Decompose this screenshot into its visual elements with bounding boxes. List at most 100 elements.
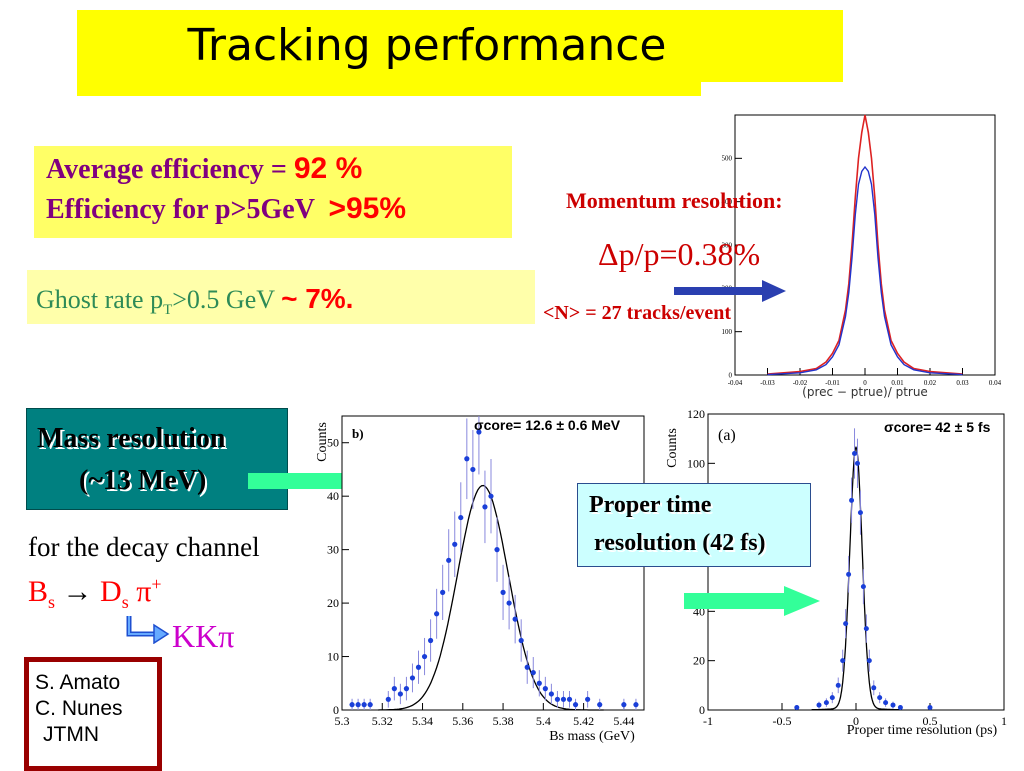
bs-mass-y-tick-label: 0 xyxy=(333,703,339,717)
momentum-resolution-value: Δp/p=0.38% xyxy=(598,236,761,272)
momentum-y-tick-label: 500 xyxy=(722,155,733,163)
bs-mass-y-tick-label: 30 xyxy=(327,543,339,557)
bs-mass-x-label: Bs mass (GeV) xyxy=(549,729,635,744)
momentum-x-tick-label: 0 xyxy=(863,379,867,387)
proper-time-point xyxy=(843,621,849,627)
proper-time-point xyxy=(816,702,822,708)
bs-mass-annotation: σcore= 12.6 ± 0.6 MeV xyxy=(474,417,621,433)
bs-mass-x-tick-label: 5.32 xyxy=(372,714,393,728)
bs-mass-x-tick-label: 5.4 xyxy=(536,714,551,728)
bs-mass-point xyxy=(482,504,488,510)
momentum-x-tick-label: 0.03 xyxy=(956,379,969,387)
mass-resolution-line-1: Mass resolution xyxy=(37,423,226,454)
bs-mass-point xyxy=(536,680,542,686)
bs-mass-point xyxy=(349,702,355,708)
proper-time-arrow xyxy=(684,586,820,616)
bs-mass-y-tick-label: 50 xyxy=(327,436,339,450)
bs-mass-point xyxy=(397,691,403,697)
bs-mass-x-tick-label: 5.34 xyxy=(412,714,433,728)
bs-mass-x-tick-label: 5.44 xyxy=(613,714,634,728)
bs-mass-points xyxy=(349,416,639,711)
proper-time-point xyxy=(823,700,829,706)
decay-formula: Bs → Ds π+ xyxy=(28,574,162,613)
bs-mass-point xyxy=(440,589,446,595)
proper-time-point xyxy=(860,584,866,590)
kkpi-label: KKπ xyxy=(172,618,235,654)
proper-time-panel-label: (a) xyxy=(718,427,736,444)
momentum-series-line xyxy=(767,114,963,375)
decay-channel-label: for the decay channel xyxy=(28,532,260,562)
bs-mass-point xyxy=(464,456,470,462)
bs-symbol: B xyxy=(28,575,49,608)
bs-mass-point xyxy=(512,616,518,622)
ghost-rate-subscript: T xyxy=(163,302,173,319)
momentum-y-tick-label: 100 xyxy=(722,328,733,336)
bs-mass-point xyxy=(403,686,410,692)
bs-mass-y-label: Counts xyxy=(315,422,330,462)
momentum-x-tick-label: -0.01 xyxy=(825,379,840,387)
proper-time-point xyxy=(877,695,883,701)
proper-time-point xyxy=(883,700,889,706)
momentum-x-tick-label: -0.03 xyxy=(760,379,775,387)
bs-mass-point xyxy=(554,696,561,702)
ds-subscript: s xyxy=(121,592,129,612)
momentum-plot-frame xyxy=(734,114,996,376)
proper-time-x-axis: -1 -0.5 0 0.5 1 xyxy=(703,703,1007,728)
momentum-x-axis: -0.04 -0.03 -0.02 -0.01 0 0.01 0.02 0.03 0.04 xyxy=(728,368,1002,387)
ghost-rate-line: Ghost rate pT>0.5 GeV ~ 7%. xyxy=(36,283,353,319)
momentum-y-tick-label: 0 xyxy=(729,371,733,379)
ghost-rate-box xyxy=(27,270,535,324)
momentum-series-line xyxy=(767,165,963,376)
author-3: JTMN xyxy=(43,723,99,746)
proper-time-annotation: σcore= 42 ± 5 fs xyxy=(884,419,991,435)
proper-time-line-1: Proper time xyxy=(589,492,712,518)
bs-mass-point xyxy=(355,702,361,708)
decay-arrow: → xyxy=(55,575,101,608)
bs-mass-point xyxy=(518,637,524,644)
momentum-series xyxy=(767,114,963,376)
momentum-y-tick-label: 300 xyxy=(722,241,733,249)
proper-time-point xyxy=(927,705,933,711)
proper-time-x-tick-label: 0.5 xyxy=(923,714,938,728)
bs-subscript: s xyxy=(48,592,56,612)
title-banner-tab xyxy=(77,80,701,96)
bs-mass-point xyxy=(452,541,458,547)
mass-resolution-line-2: (~13 MeV) xyxy=(79,465,207,496)
bs-mass-y-tick-label: 20 xyxy=(327,596,339,610)
proper-time-point xyxy=(871,685,877,691)
average-efficiency-value: 92 % xyxy=(293,152,363,185)
proper-time-point xyxy=(846,571,852,577)
proper-time-points xyxy=(794,428,933,711)
bs-mass-point xyxy=(633,702,639,708)
proper-time-fit-curve xyxy=(811,445,901,711)
average-efficiency-label: Average efficiency = xyxy=(46,154,294,185)
bs-mass-point xyxy=(427,637,434,644)
bs-mass-y-tick-label: 40 xyxy=(327,489,339,503)
bs-mass-point xyxy=(470,466,476,473)
bs-mass-point xyxy=(560,696,567,702)
momentum-histogram: 0100200300400500 -0.04-0.03-0.02-0.0100.… xyxy=(722,114,1002,399)
proper-time-point xyxy=(863,626,869,632)
bs-mass-point xyxy=(548,691,554,697)
bs-mass-point xyxy=(409,675,416,681)
bs-mass-point xyxy=(572,702,579,708)
bs-mass-point xyxy=(542,686,548,692)
mass-resolution-box: Mass resolution (~13 MeV) xyxy=(26,408,288,510)
bs-mass-point xyxy=(500,589,506,595)
bs-mass-point xyxy=(367,702,373,708)
proper-time-x-tick-label: 1 xyxy=(1001,714,1007,728)
proper-time-line-2: resolution (42 fs) xyxy=(594,530,766,556)
ds-symbol: D xyxy=(100,575,122,608)
bs-mass-point xyxy=(415,664,422,670)
proper-time-y-tick-label: 100 xyxy=(687,456,705,470)
bs-mass-point xyxy=(446,557,452,563)
proper-time-point xyxy=(849,497,855,503)
bs-mass-x-tick-label: 5.36 xyxy=(452,714,473,728)
proper-time-point xyxy=(866,658,872,664)
momentum-resolution-title: Momentum resolution: xyxy=(566,188,783,213)
proper-time-x-label: Proper time resolution (ps) xyxy=(847,723,998,738)
page-title: Tracking performance xyxy=(187,20,667,71)
proper-time-plot: 020406080100120 -1-0.500.51 (a) σcore= 4… xyxy=(665,408,1007,738)
proper-time-point xyxy=(852,450,858,456)
bs-mass-point xyxy=(385,696,391,702)
